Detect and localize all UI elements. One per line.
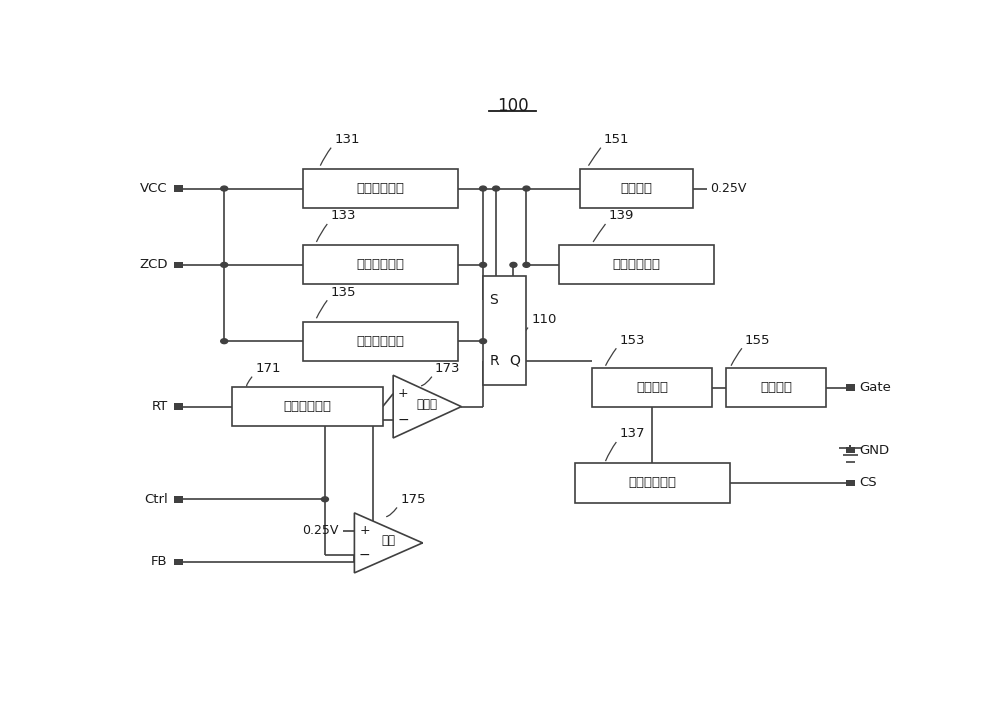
Text: 173: 173 bbox=[435, 362, 460, 375]
Text: Gate: Gate bbox=[860, 381, 892, 394]
Text: RT: RT bbox=[151, 400, 168, 413]
Bar bbox=[232, 387, 383, 426]
Text: 139: 139 bbox=[609, 210, 634, 222]
Text: Ctrl: Ctrl bbox=[144, 493, 168, 506]
Bar bbox=[846, 479, 855, 486]
Text: ZCD: ZCD bbox=[139, 258, 168, 271]
Circle shape bbox=[493, 186, 500, 191]
Text: 驱动模块: 驱动模块 bbox=[760, 381, 792, 394]
Text: 100: 100 bbox=[497, 97, 528, 115]
Bar bbox=[592, 368, 712, 407]
Text: 过温保护模块: 过温保护模块 bbox=[612, 258, 660, 271]
Text: R: R bbox=[489, 354, 499, 368]
Text: 逻辑模块: 逻辑模块 bbox=[636, 381, 668, 394]
Text: GND: GND bbox=[860, 444, 890, 457]
Bar bbox=[174, 404, 183, 410]
Circle shape bbox=[321, 497, 328, 502]
Bar bbox=[174, 496, 183, 503]
Bar bbox=[174, 559, 183, 565]
Text: VCC: VCC bbox=[140, 182, 168, 195]
Text: 限流保护模块: 限流保护模块 bbox=[628, 476, 676, 489]
Bar bbox=[174, 261, 183, 268]
Text: S: S bbox=[489, 292, 498, 307]
Bar bbox=[174, 185, 183, 192]
Bar bbox=[846, 447, 855, 454]
Text: −: − bbox=[359, 548, 370, 562]
Text: FB: FB bbox=[151, 556, 168, 569]
Text: 基准模块: 基准模块 bbox=[620, 182, 652, 195]
Text: 运放: 运放 bbox=[382, 535, 396, 547]
Text: 137: 137 bbox=[619, 428, 645, 440]
Text: 133: 133 bbox=[330, 210, 356, 222]
Text: 135: 135 bbox=[330, 285, 356, 299]
Text: +: + bbox=[359, 524, 370, 537]
Circle shape bbox=[221, 186, 228, 191]
Text: 175: 175 bbox=[400, 493, 426, 506]
Text: 0.25V: 0.25V bbox=[710, 182, 746, 195]
Bar bbox=[483, 276, 526, 385]
Text: 欠压保护模块: 欠压保护模块 bbox=[357, 182, 405, 195]
Text: CS: CS bbox=[860, 476, 877, 489]
Text: +: + bbox=[398, 387, 409, 400]
Polygon shape bbox=[393, 375, 461, 438]
Circle shape bbox=[480, 186, 487, 191]
Text: 151: 151 bbox=[604, 133, 629, 146]
Bar bbox=[846, 384, 855, 391]
Text: 171: 171 bbox=[255, 362, 281, 375]
Text: 110: 110 bbox=[531, 313, 556, 326]
Bar bbox=[559, 245, 714, 285]
Bar bbox=[726, 368, 826, 407]
Bar bbox=[580, 169, 693, 208]
Text: 短路保护模块: 短路保护模块 bbox=[357, 335, 405, 348]
Text: Q: Q bbox=[509, 354, 520, 368]
Text: −: − bbox=[397, 413, 409, 426]
Text: 锔齿波发生器: 锔齿波发生器 bbox=[283, 400, 331, 413]
Text: 155: 155 bbox=[745, 333, 770, 347]
Bar bbox=[303, 245, 458, 285]
Text: 比较器: 比较器 bbox=[417, 398, 438, 411]
Text: 0.25V: 0.25V bbox=[302, 524, 338, 537]
Text: 153: 153 bbox=[619, 333, 645, 347]
Bar bbox=[303, 321, 458, 361]
Text: 131: 131 bbox=[334, 133, 360, 146]
Circle shape bbox=[480, 338, 487, 343]
Text: 过压保护模块: 过压保护模块 bbox=[357, 258, 405, 271]
Circle shape bbox=[480, 263, 487, 268]
Bar bbox=[303, 169, 458, 208]
Circle shape bbox=[523, 263, 530, 268]
Circle shape bbox=[510, 263, 517, 268]
Circle shape bbox=[523, 186, 530, 191]
Circle shape bbox=[221, 338, 228, 343]
Circle shape bbox=[221, 263, 228, 268]
Bar bbox=[574, 463, 730, 503]
Polygon shape bbox=[354, 513, 423, 573]
